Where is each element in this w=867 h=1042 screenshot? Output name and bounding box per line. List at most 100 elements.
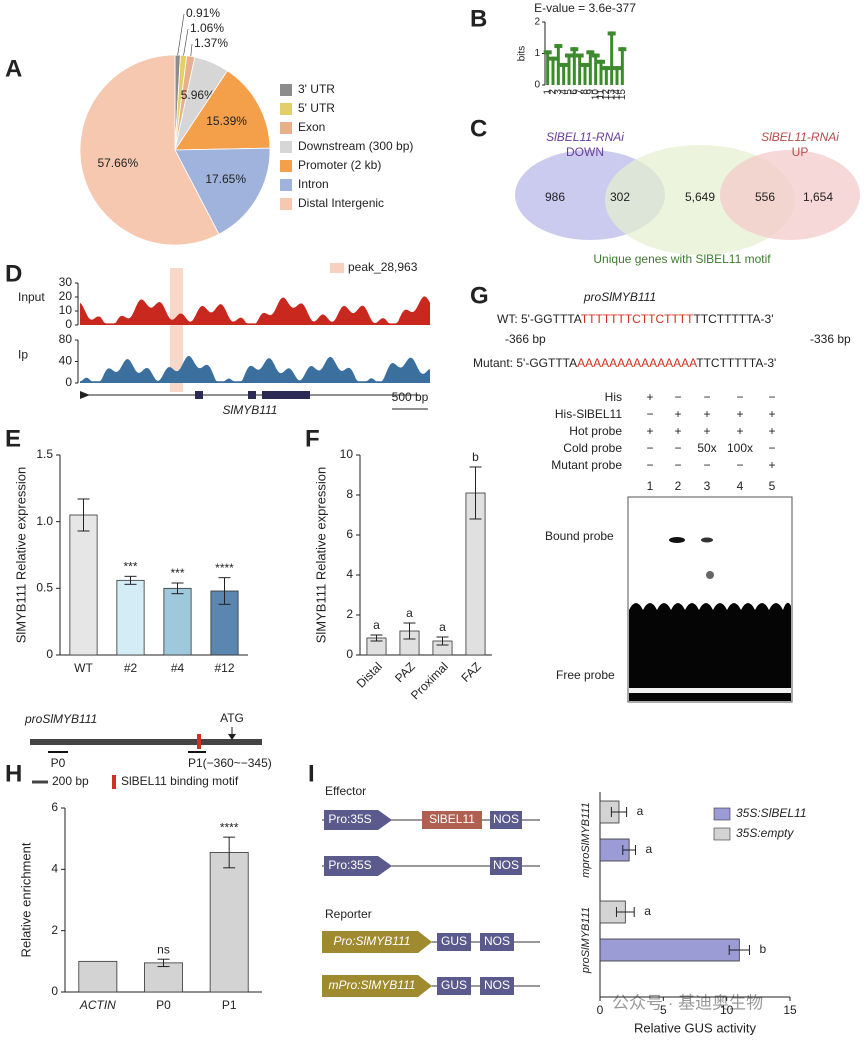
logo-cap [613,66,621,71]
lane-label: 4 [737,479,744,493]
y-tick-label: 6 [346,527,353,541]
construct-label: GUS [441,934,467,948]
row-label: His-SlBEL11 [555,407,622,421]
construct-label: NOS [484,978,510,992]
watermark: 公众号 · 基迪奥生物 [612,993,763,1012]
venn-count: 556 [755,190,775,204]
construct-label: Pro:SlMYB111 [334,934,411,948]
band-label: Bound probe [545,529,614,543]
lane-label: 2 [675,479,682,493]
logo-letter [620,47,624,85]
x-tick-label: P0 [156,998,171,1012]
legend-swatch [280,122,292,134]
legend-swatch [280,141,292,153]
legend-swatch [713,827,731,841]
bar [144,962,183,993]
logo-letter [583,62,587,85]
legend-label: Promoter (2 kb) [298,158,381,172]
legend-swatch [330,263,344,273]
group-label: proSlMYB111 [580,907,592,974]
logo-letter [546,50,550,85]
legend-label: Intron [298,177,329,191]
annotation: a [645,842,652,856]
terminator-box [490,811,522,829]
y-tick-label: 4 [346,567,353,581]
track-label: Ip [18,348,28,362]
y-tick-label: 4 [51,862,58,876]
annotation: a [439,620,446,634]
construct-label: mPro:SlMYB111 [329,978,416,992]
y-tick-label: 0 [534,80,540,91]
venn-label: SlBEL11-RNAi [761,130,839,144]
panel-label: A [5,55,22,82]
x-tick-label: 13 [606,89,617,101]
y-tick-label: 10 [340,447,354,461]
venn-set [720,150,860,240]
terminator-box [480,933,514,951]
pie-slice [174,70,271,151]
y-tick-label: 1 [534,48,540,59]
logo-letter [615,66,619,85]
y-tick-label: 0 [65,317,72,331]
x-tick-label: 15 [783,1003,797,1017]
legend-label: 3' UTR [298,82,335,96]
panel-label: E [5,425,21,452]
legend-swatch [280,84,292,96]
scale-label: 500 bp [392,390,429,404]
gel-spot [706,571,714,579]
reporter-box [437,977,471,995]
cell: + [674,424,681,438]
bar [163,587,192,656]
cell: − [703,390,710,404]
bar [599,938,740,962]
cell: − [674,390,681,404]
legend-label: peak_28,963 [348,260,418,274]
cell: + [674,407,681,421]
cell: + [646,424,653,438]
x-tick-label: WT [74,661,93,675]
cell: − [736,390,743,404]
x-tick-label: 3 [553,89,564,95]
cell: − [736,458,743,472]
bound-band [701,537,713,543]
value-label: 1.06% [190,21,224,35]
band-label: Free probe [556,668,615,682]
venn-count: 1,654 [803,190,833,204]
legend-swatch [280,103,292,115]
track-label: Input [18,290,45,304]
venn-count: 5,649 [685,190,715,204]
logo-letter [594,53,598,85]
cell: 50x [697,441,716,455]
annotation: a [373,618,380,632]
x-tick-label: 6 [569,89,580,95]
y-tick-label: 6 [51,800,58,814]
legend-label: Distal Intergenic [298,196,384,210]
cell: + [768,458,775,472]
panel-label: I [308,760,315,787]
panel-label: C [470,115,487,142]
construct-label: NOS [493,812,519,826]
lane-label: 5 [769,479,776,493]
seq-motif: AAAAAAAAAAAAAAA [577,356,697,370]
value-label: 15.39% [206,114,247,128]
bar [78,960,118,993]
terminator-box [480,977,514,995]
x-tick-label: 0 [597,1003,604,1017]
construct-label: SlBEL11 [429,812,475,826]
x-tick-label: 8 [580,89,591,95]
legend-label: Downstream (300 bp) [298,139,413,153]
logo-letter [567,53,571,85]
x-tick-label: #2 [124,661,138,675]
y-tick-label: 2 [534,17,540,28]
logo-cap [554,44,563,49]
exon [262,391,310,399]
y-tick-label: 1.5 [36,447,53,461]
y-tick-label: 20 [59,289,73,303]
construct-label: Pro:35S [328,858,371,872]
seq-part: WT: 5'-GGTTTA [497,312,582,326]
logo-cap [602,66,611,71]
x-tick-label: 10 [720,1003,734,1017]
position-label: -336 bp [810,332,851,346]
logo-cap [586,50,595,55]
seq-motif: TTTTTTTCTTCTTTT [581,312,694,326]
